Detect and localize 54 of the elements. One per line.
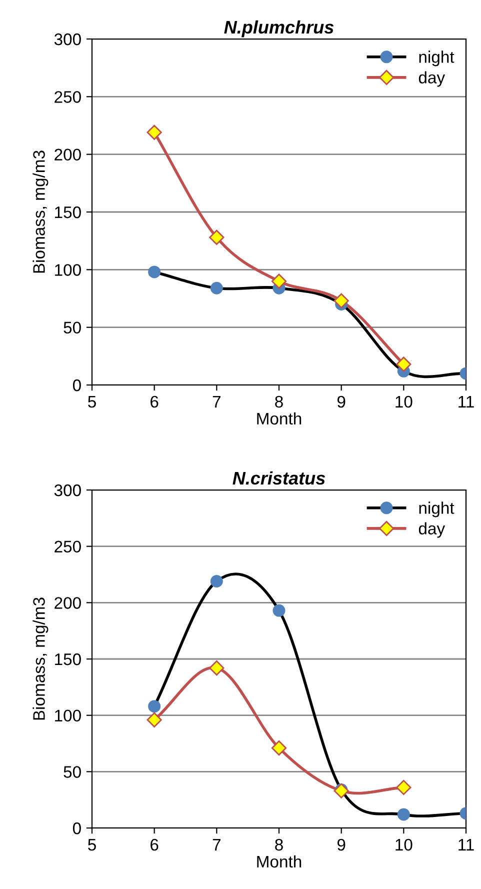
point bbox=[209, 230, 224, 245]
y-tick-label: 300 bbox=[54, 484, 81, 496]
point bbox=[148, 700, 161, 713]
x-tick-label: 8 bbox=[275, 838, 283, 851]
x-tick-label: 9 bbox=[337, 396, 346, 408]
point bbox=[146, 124, 162, 140]
point bbox=[397, 808, 410, 821]
point bbox=[271, 274, 287, 289]
point bbox=[334, 293, 349, 308]
legend-label: night bbox=[419, 50, 454, 66]
x-tick-label: 5 bbox=[88, 839, 96, 851]
x-tick-label: 11 bbox=[458, 396, 474, 408]
x-tick-label: 5 bbox=[88, 396, 96, 408]
y-tick-label: 50 bbox=[64, 322, 81, 334]
y-axis-title: Biomass, mg/m3 bbox=[32, 150, 48, 273]
legend-label: night bbox=[419, 502, 454, 518]
x-tick-label: 6 bbox=[150, 838, 158, 851]
y-tick-label: 200 bbox=[54, 597, 81, 609]
x-axis-title: Month bbox=[257, 412, 302, 425]
point bbox=[334, 783, 349, 798]
x-tick-label: 9 bbox=[337, 838, 346, 851]
y-tick-label: 250 bbox=[54, 540, 81, 553]
x-tick-label: 10 bbox=[396, 396, 412, 408]
point bbox=[210, 575, 223, 588]
point bbox=[396, 780, 412, 796]
chart-title: N.plumchrus bbox=[224, 20, 334, 38]
legend-label: day bbox=[418, 71, 446, 87]
x-tick-label: 10 bbox=[396, 838, 412, 851]
y-tick-label: 150 bbox=[55, 206, 81, 218]
legend-label: day bbox=[418, 522, 446, 538]
y-tick-label: 300 bbox=[54, 33, 81, 46]
y-tick-label: 50 bbox=[64, 766, 81, 778]
y-tick-label: 100 bbox=[55, 710, 81, 722]
x-axis-title: Month bbox=[257, 855, 302, 868]
y-tick-label: 0 bbox=[72, 822, 81, 834]
point bbox=[210, 282, 223, 294]
point bbox=[396, 356, 412, 372]
chart-title: N.cristatus bbox=[232, 471, 326, 485]
x-tick-label: 8 bbox=[275, 396, 283, 408]
y-tick-label: 200 bbox=[54, 148, 81, 161]
point bbox=[146, 712, 162, 728]
y-tick-label: 150 bbox=[55, 653, 81, 666]
y-tick-label: 0 bbox=[72, 379, 81, 392]
y-tick-label: 250 bbox=[54, 91, 81, 103]
x-tick-label: 7 bbox=[212, 396, 220, 408]
point bbox=[209, 660, 224, 676]
point bbox=[271, 740, 287, 756]
point bbox=[272, 604, 286, 617]
x-tick-label: 11 bbox=[458, 839, 474, 850]
x-tick-label: 6 bbox=[150, 396, 158, 408]
y-axis-title: Biomass, mg/m3 bbox=[32, 598, 48, 720]
y-tick-label: 100 bbox=[55, 264, 81, 276]
x-tick-label: 7 bbox=[212, 839, 220, 850]
point bbox=[148, 266, 161, 278]
